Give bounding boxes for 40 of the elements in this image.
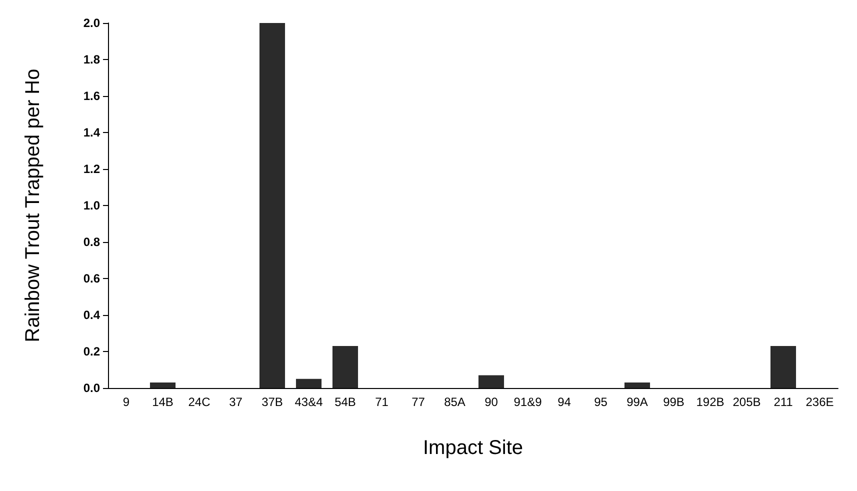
bar: [624, 382, 650, 388]
bar: [478, 375, 504, 388]
x-axis-title: Impact Site: [422, 437, 524, 459]
bar: [150, 382, 176, 388]
y-tick-label: 0.8: [83, 235, 100, 249]
bar: [332, 346, 358, 388]
x-tick-label: 14B: [152, 395, 174, 409]
x-tick-label: 95: [594, 395, 608, 409]
y-tick-label: 0.0: [83, 381, 100, 395]
x-tick-label: 211: [774, 395, 794, 409]
y-tick-label: 0.6: [83, 272, 100, 286]
x-tick-label: 37B: [262, 395, 283, 409]
y-tick-label: 1.2: [83, 162, 100, 176]
x-tick-label: 71: [375, 395, 389, 409]
y-tick-label: 1.8: [83, 52, 100, 66]
bar: [296, 378, 322, 388]
x-tick-label: 24C: [188, 395, 211, 409]
x-tick-label: 99A: [626, 395, 648, 409]
y-tick-label: 1.0: [83, 198, 100, 212]
x-tick-label: 37: [229, 395, 243, 409]
y-tick-label: 1.4: [83, 126, 100, 140]
x-tick-label: 9: [122, 395, 130, 409]
bar: [259, 23, 286, 388]
y-tick-label: 0.2: [83, 344, 100, 358]
x-tick-label: 91&9: [514, 395, 542, 409]
x-tick-label: 77: [412, 395, 426, 409]
x-tick-label: 205B: [732, 395, 761, 409]
y-axis-title: Rainbow Trout Trapped per Ho: [22, 68, 44, 342]
y-tick-label: 1.6: [83, 89, 100, 103]
y-tick-label: 0.4: [83, 308, 100, 322]
x-tick-label: 85A: [444, 395, 466, 409]
bar: [770, 346, 796, 388]
y-tick-label: 2.0: [83, 16, 100, 30]
x-tick-label: 99B: [663, 395, 684, 409]
x-tick-label: 94: [558, 395, 572, 409]
x-tick-label: 192B: [696, 395, 724, 409]
x-tick-label: 90: [484, 395, 498, 409]
x-tick-label: 54B: [334, 395, 356, 409]
x-tick-label: 43&4: [294, 395, 324, 409]
x-tick-label: 236E: [806, 395, 834, 409]
